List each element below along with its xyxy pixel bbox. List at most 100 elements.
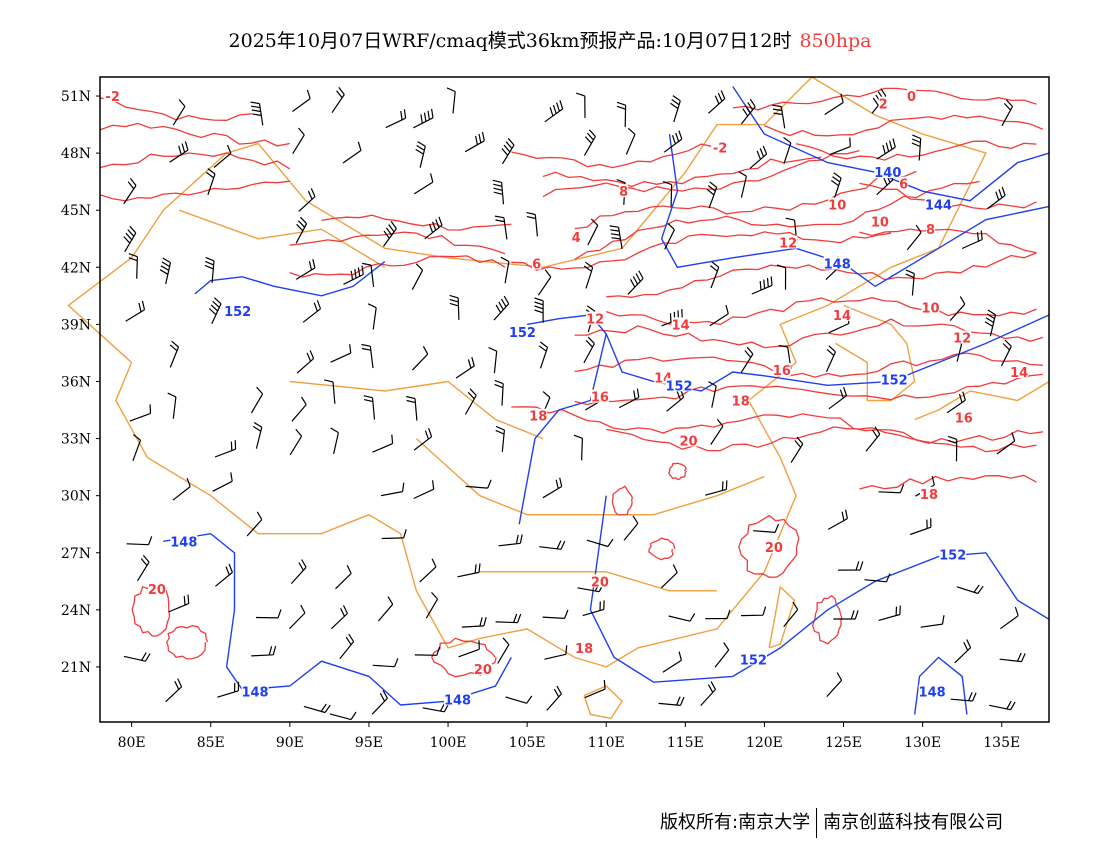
height-label: 152 (665, 379, 692, 394)
wind-barb (539, 540, 566, 550)
wind-barb (385, 109, 407, 129)
temperature-label: 20 (679, 434, 697, 449)
temperature-label: 16 (955, 412, 973, 427)
wind-barb (217, 681, 240, 698)
label-background (529, 408, 548, 422)
wind-barb (609, 225, 623, 249)
label-background (575, 640, 594, 654)
wind-barb (413, 173, 434, 195)
wind-barb (905, 269, 915, 296)
label-background (671, 317, 690, 331)
hainan-border (583, 685, 624, 720)
contour-line (574, 170, 917, 230)
lon-tick-label: 110E (588, 735, 625, 751)
height-line-148 (660, 134, 1050, 288)
contour-line (574, 352, 1043, 378)
wind-barb (1000, 339, 1012, 367)
wind-barb (335, 565, 352, 590)
wind-barb (425, 591, 439, 619)
temperature-label: 20 (148, 583, 166, 598)
temperature-label: 10 (828, 199, 846, 214)
lat-tick-label: 39N (61, 317, 91, 333)
wind-barb (751, 276, 773, 295)
contour-line (99, 97, 252, 121)
contour-line (859, 228, 1037, 254)
label-background (532, 256, 542, 270)
wind-barb (950, 692, 977, 702)
wind-barb (623, 515, 639, 541)
wind-barb (954, 639, 972, 664)
wind-barb (827, 509, 848, 530)
label-background (444, 692, 472, 706)
temperature-label: 6 (899, 178, 908, 193)
wind-barb (123, 652, 151, 662)
contour-line (574, 180, 980, 261)
label-background (954, 410, 973, 424)
label-background (772, 363, 791, 377)
lat-tick-label: 45N (61, 203, 91, 219)
wind-barb (498, 534, 523, 547)
wind-barb (383, 220, 397, 247)
wind-barb (663, 130, 683, 153)
label-background (103, 89, 122, 103)
contour-line (289, 231, 506, 255)
temperature-label: 10 (871, 216, 889, 231)
wind-barb (302, 300, 322, 323)
wind-barb (172, 477, 191, 501)
wind-barb (833, 610, 859, 620)
lat-tick-label: 36N (61, 374, 91, 390)
contour-line (859, 474, 1037, 490)
wind-barb (700, 681, 717, 707)
temperature-contours (99, 87, 1044, 678)
lat-tick-label: 24N (61, 603, 91, 619)
wind-barb (920, 615, 945, 628)
height-label: 148 (444, 693, 471, 708)
wind-barb (464, 131, 485, 153)
wind-barb (371, 690, 388, 715)
wind-barb (753, 523, 780, 533)
wind-barb (542, 609, 569, 619)
wind-barb (658, 696, 685, 706)
chart-title: 2025年10月07日WRF/cmaq模式36km预报产品:10月07日12时 8… (0, 26, 1100, 53)
copyright-left: 版权所有:南京大学 (660, 812, 811, 833)
temperature-label: 18 (920, 488, 938, 503)
wind-barb (413, 108, 434, 129)
wind-barb (708, 90, 726, 114)
label-background (739, 652, 767, 666)
wind-barb (298, 188, 316, 212)
contour-line (795, 140, 1037, 161)
lon-tick-label: 80E (118, 735, 146, 751)
wind-barb (458, 640, 480, 658)
wind-barb (292, 127, 305, 155)
wind-barb (910, 518, 932, 536)
label-background (874, 165, 902, 179)
wind-barb (292, 89, 311, 112)
temperature-label: 12 (953, 332, 971, 347)
temperature-label: 20 (474, 663, 492, 678)
wind-barb (838, 561, 864, 571)
wind-barb (662, 181, 673, 207)
temperature-label: 10 (922, 301, 940, 316)
lat-tick-label: 33N (61, 432, 91, 448)
label-background (711, 140, 730, 154)
wind-barb (670, 95, 681, 123)
contour-line (99, 180, 290, 202)
wind-barb (749, 145, 768, 169)
temperature-label: 16 (591, 391, 609, 406)
lon-tick-label: 105E (509, 735, 546, 751)
wind-barb (252, 421, 263, 449)
wind-barb (996, 432, 1016, 455)
contour-loop (165, 625, 209, 660)
contour-line (99, 122, 290, 147)
wind-barb (987, 186, 1006, 210)
temperature-label: 2 (879, 98, 888, 113)
wind-barb (377, 596, 394, 622)
wind-barb (380, 482, 405, 497)
wind-barb (464, 388, 477, 415)
temperature-label: 18 (529, 410, 547, 425)
label-background (571, 229, 581, 243)
wind-barb (505, 695, 533, 704)
wind-barb (911, 134, 922, 161)
wind-barb (946, 391, 966, 414)
korea-border (835, 304, 916, 402)
